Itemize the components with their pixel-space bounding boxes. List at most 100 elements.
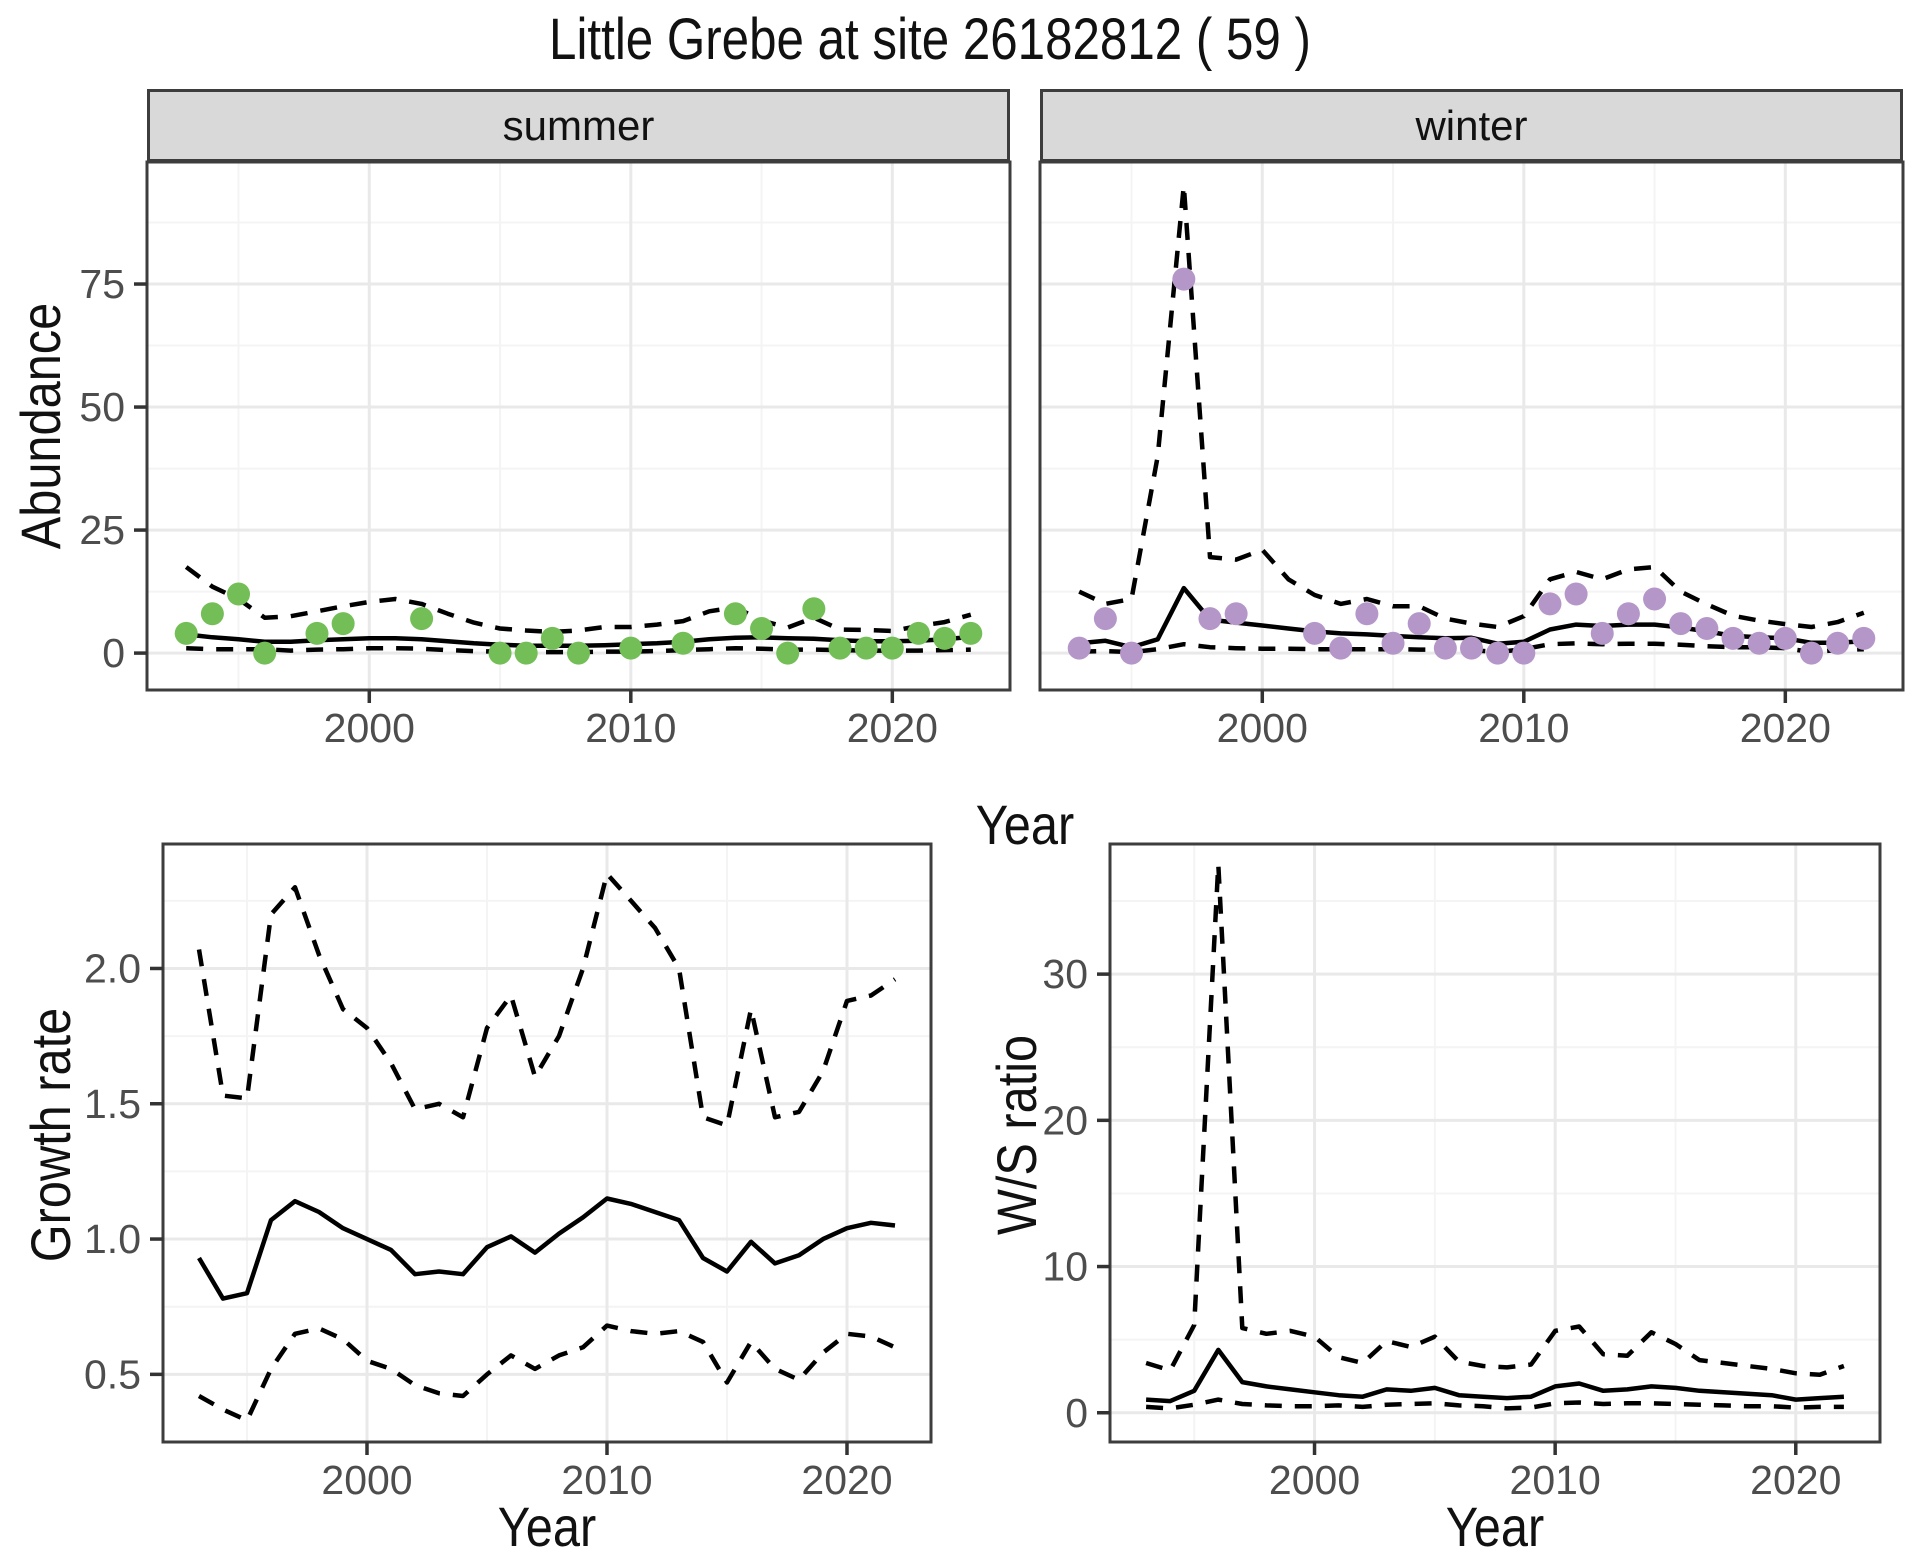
- series-ci-upper: [196, 871, 897, 1128]
- top-year-axis-title: Year: [975, 793, 1075, 856]
- data-point: [1486, 641, 1510, 665]
- data-point: [1826, 631, 1850, 655]
- data-point: [1643, 587, 1667, 611]
- data-point: [1433, 636, 1457, 660]
- data-point: [200, 602, 224, 626]
- panel-border: [1108, 842, 1882, 1444]
- data-point: [1590, 621, 1614, 645]
- x-tick-label: 2020: [1740, 705, 1831, 751]
- series-ci-upper: [1145, 862, 1845, 1377]
- data-point: [1616, 602, 1640, 626]
- data-point: [514, 641, 538, 665]
- panel-border: [145, 160, 1012, 692]
- y-tick-label: 25: [79, 507, 125, 553]
- data-point: [933, 626, 957, 650]
- data-point: [1538, 592, 1562, 616]
- series-observed-counts: [174, 582, 983, 665]
- y-tick-label: 0: [1065, 1390, 1088, 1436]
- panel-ws-ratio: 2000 2010 2020 0 10 20 30: [1042, 842, 1882, 1503]
- x-tick-label: 2010: [1478, 705, 1569, 751]
- abundance-axis-title: Abundance: [9, 302, 72, 550]
- y-tick-label: 0: [102, 630, 125, 676]
- data-point: [1695, 616, 1719, 640]
- panel-abundance-winter: 2000 2010 2020: [1038, 160, 1905, 751]
- data-point: [305, 621, 329, 645]
- y-tick-label: 20: [1042, 1097, 1088, 1143]
- data-point: [1721, 626, 1745, 650]
- data-point: [1120, 641, 1144, 665]
- data-point: [828, 636, 852, 660]
- data-point: [1407, 612, 1431, 636]
- x-tick-label: 2010: [561, 1457, 652, 1503]
- data-point: [723, 602, 747, 626]
- series-ci-upper: [1078, 183, 1865, 630]
- y-tick-label: 50: [79, 384, 125, 430]
- growth-year-axis-title: Year: [497, 1495, 597, 1558]
- growth-rate-axis-title: Growth rate: [19, 1007, 82, 1263]
- data-point: [776, 641, 800, 665]
- data-point: [906, 621, 930, 645]
- data-point: [854, 636, 878, 660]
- data-point: [1067, 636, 1091, 660]
- y-tick-label: 10: [1042, 1244, 1088, 1290]
- data-point: [227, 582, 251, 606]
- x-tick-label: 2020: [847, 705, 938, 751]
- data-point: [750, 616, 774, 640]
- panel-growth-rate: 2000 2010 2020 0.5 1.0 1.5 2.0: [84, 842, 933, 1503]
- data-point: [488, 641, 512, 665]
- series-fit: [197, 1196, 896, 1301]
- ws-ratio-axis-title: W/S ratio: [985, 1034, 1048, 1236]
- facet-strip-winter-label: winter: [1415, 101, 1528, 149]
- data-point: [802, 597, 826, 621]
- data-point: [540, 626, 564, 650]
- data-point: [1669, 612, 1693, 636]
- data-point: [410, 607, 434, 631]
- x-tick-label: 2000: [1217, 705, 1308, 751]
- y-tick-label: 1.0: [84, 1216, 141, 1262]
- plot-title: Little Grebe at site 26182812 ( 59 ): [549, 7, 1311, 72]
- ws-year-axis-title: Year: [1445, 1495, 1545, 1558]
- data-point: [1747, 631, 1771, 655]
- panel-background: [147, 162, 1010, 690]
- x-tick-label: 2000: [324, 705, 415, 751]
- series-observed-counts: [1067, 267, 1876, 665]
- data-point: [567, 641, 590, 665]
- panel-abundance-summer: 2000 2010 2020 0 25 50 75: [79, 160, 1012, 751]
- data-point: [1460, 636, 1483, 660]
- y-tick-label: 2.0: [84, 945, 141, 991]
- facet-strip-summer-label: summer: [502, 101, 655, 149]
- x-tick-label: 2020: [1750, 1457, 1841, 1503]
- data-point: [1224, 602, 1248, 626]
- x-tick-label: 2010: [1510, 1457, 1601, 1503]
- data-point: [1329, 636, 1353, 660]
- facet-strip-summer: summer: [147, 89, 1010, 162]
- series-fit: [1145, 1347, 1845, 1404]
- data-point: [880, 636, 904, 660]
- data-point: [174, 621, 198, 645]
- data-point: [1799, 641, 1823, 665]
- facet-strip-winter: winter: [1040, 89, 1903, 162]
- data-point: [1303, 621, 1327, 645]
- data-point: [619, 636, 643, 660]
- series-ci-lower: [1145, 1397, 1844, 1411]
- x-tick-label: 2020: [801, 1457, 892, 1503]
- y-tick-label: 30: [1042, 951, 1088, 997]
- x-tick-label: 2000: [1269, 1457, 1360, 1503]
- x-tick-label: 2010: [585, 705, 676, 751]
- data-point: [1381, 631, 1405, 655]
- panel-background: [1110, 844, 1880, 1442]
- x-tick-label: 2000: [321, 1457, 412, 1503]
- data-point: [1172, 267, 1196, 291]
- y-tick-label: 75: [79, 261, 125, 307]
- panel-border: [1038, 160, 1905, 692]
- data-point: [1093, 607, 1117, 631]
- panel-background: [163, 844, 931, 1442]
- y-tick-label: 0.5: [84, 1351, 141, 1397]
- data-point: [331, 612, 355, 636]
- data-point: [253, 641, 277, 665]
- y-tick-label: 1.5: [84, 1081, 141, 1127]
- data-point: [1564, 582, 1588, 606]
- panel-background: [1040, 162, 1903, 690]
